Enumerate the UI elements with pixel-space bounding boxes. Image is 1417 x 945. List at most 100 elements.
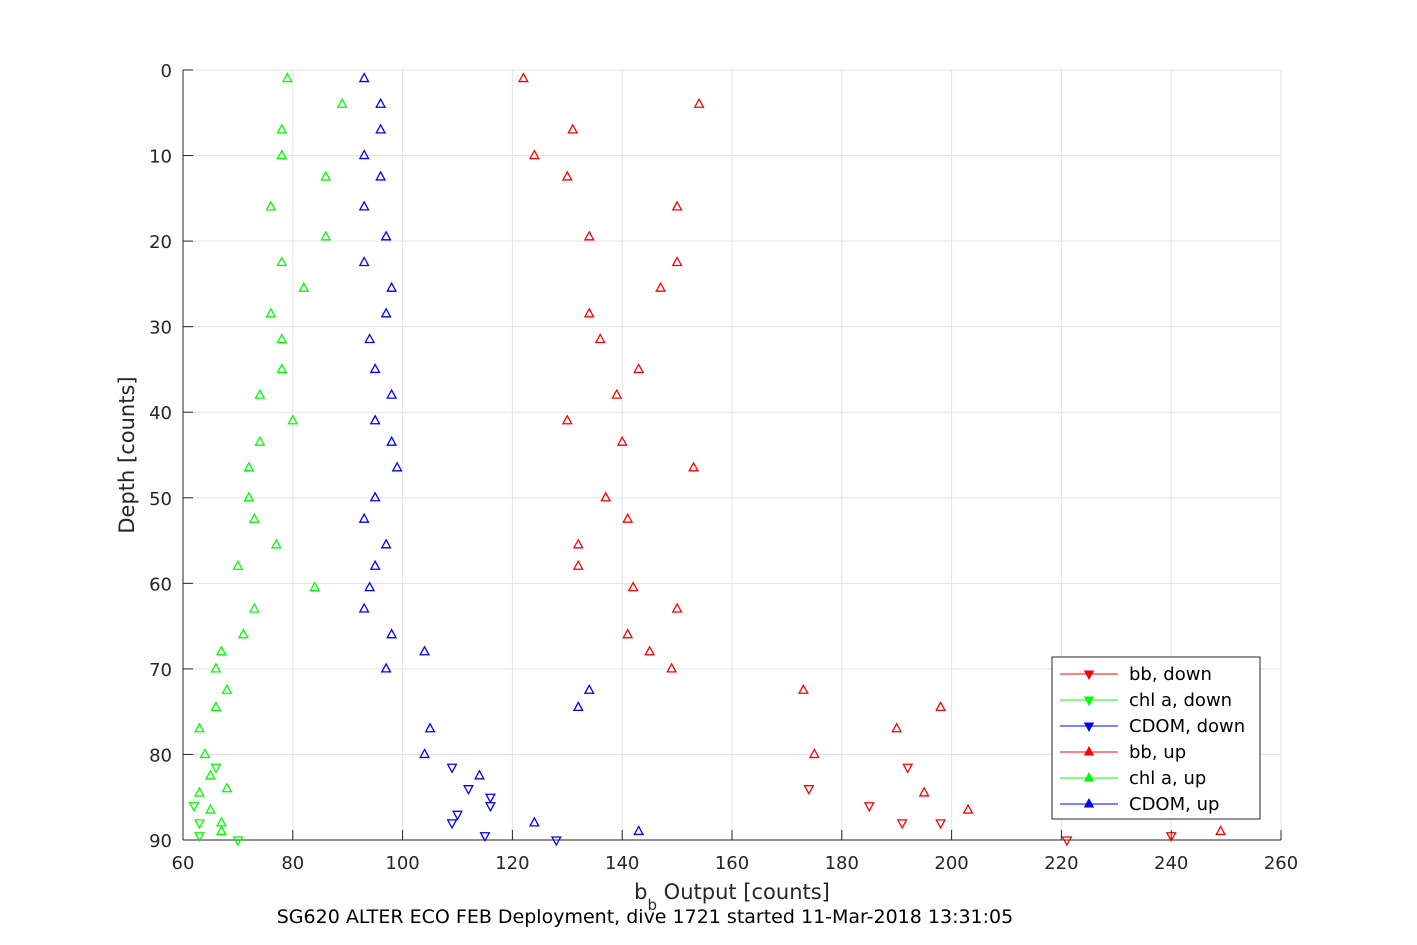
data-point (484, 793, 496, 804)
data-point (446, 819, 458, 830)
data-point (369, 491, 381, 502)
legend-item: bb, down (1060, 664, 1212, 685)
data-point (671, 256, 683, 267)
data-point (803, 785, 815, 796)
data-point (918, 786, 930, 797)
x-tick-label: 180 (825, 853, 859, 874)
data-point (287, 414, 299, 425)
data-point (1061, 836, 1073, 847)
data-point (358, 602, 370, 613)
data-point (1165, 832, 1177, 843)
data-point (561, 414, 573, 425)
legend-marker (1083, 745, 1095, 756)
data-point (358, 256, 370, 267)
data-point (386, 628, 398, 639)
data-point (517, 72, 529, 83)
y-tick-label: 30 (149, 318, 172, 339)
data-point (902, 763, 914, 774)
data-point (484, 802, 496, 813)
data-point (891, 722, 903, 733)
data-point (561, 170, 573, 181)
data-point (446, 763, 458, 774)
data-point (386, 388, 398, 399)
data-point (215, 825, 227, 836)
data-point (375, 97, 387, 108)
data-point (194, 722, 205, 733)
data-point (248, 602, 260, 613)
data-point (205, 769, 216, 780)
x-axis-label: bb Output [counts] (634, 880, 830, 914)
data-point (199, 748, 211, 759)
data-point (666, 662, 678, 673)
legend-item: chl a, up (1060, 768, 1206, 789)
y-tick-label: 60 (149, 574, 172, 595)
data-point (419, 645, 431, 656)
data-marks (188, 72, 1227, 847)
data-point (364, 581, 376, 592)
legend-marker (1083, 722, 1095, 733)
data-point (452, 810, 463, 821)
data-point (935, 819, 947, 830)
legend-item: CDOM, down (1060, 716, 1245, 737)
data-point (358, 72, 370, 83)
data-point (633, 363, 645, 374)
y-tick-label: 0 (161, 61, 172, 82)
data-point (380, 538, 392, 549)
data-point (583, 307, 595, 318)
x-tick-label: 260 (1264, 853, 1298, 874)
legend-label: chl a, up (1129, 768, 1206, 789)
data-point (424, 722, 436, 733)
data-point (364, 333, 376, 344)
data-point (205, 803, 216, 814)
data-point (358, 149, 370, 160)
x-tick-label: 120 (495, 853, 529, 874)
data-point (232, 559, 244, 570)
data-point (797, 683, 809, 694)
data-point (622, 512, 634, 523)
data-point (380, 307, 392, 318)
data-point (808, 748, 820, 759)
data-point (254, 388, 266, 399)
y-tick-label: 70 (149, 660, 172, 681)
data-point (358, 200, 370, 211)
data-point (369, 414, 381, 425)
data-point (276, 123, 288, 134)
data-point (194, 832, 205, 843)
data-point (320, 230, 332, 241)
data-point (276, 256, 288, 267)
legend-label: CDOM, up (1129, 794, 1219, 815)
series-chl-a-up (194, 72, 348, 836)
data-point (688, 461, 700, 472)
data-point (622, 628, 634, 639)
x-tick-label: 200 (934, 853, 968, 874)
x-tick-label: 60 (172, 853, 195, 874)
legend-label: CDOM, down (1129, 716, 1245, 737)
data-point (616, 435, 628, 446)
data-point (276, 333, 288, 344)
legend: bb, down chl a, down CDOM, down bb, up chl a… (1051, 656, 1261, 820)
data-point (254, 435, 266, 446)
data-point (237, 628, 249, 639)
data-point (375, 123, 387, 134)
data-point (243, 461, 255, 472)
y-tick-labels: 0 10 20 30 40 50 60 70 80 90 (149, 61, 172, 852)
data-point (572, 559, 584, 570)
data-point (935, 701, 947, 712)
legend-item: bb, up (1060, 742, 1186, 763)
data-point (671, 602, 683, 613)
data-point (210, 662, 222, 673)
legend-box (1051, 656, 1261, 820)
data-point (671, 200, 683, 211)
y-tick-label: 40 (149, 403, 172, 424)
x-tick-label: 220 (1044, 853, 1078, 874)
legend-label: bb, up (1129, 742, 1186, 763)
data-point (270, 538, 282, 549)
legend-item: CDOM, up (1060, 794, 1219, 815)
data-point (243, 491, 255, 502)
data-point (276, 363, 288, 374)
data-point (369, 363, 381, 374)
data-point (380, 230, 392, 241)
data-point (863, 802, 875, 813)
data-point (528, 816, 540, 827)
